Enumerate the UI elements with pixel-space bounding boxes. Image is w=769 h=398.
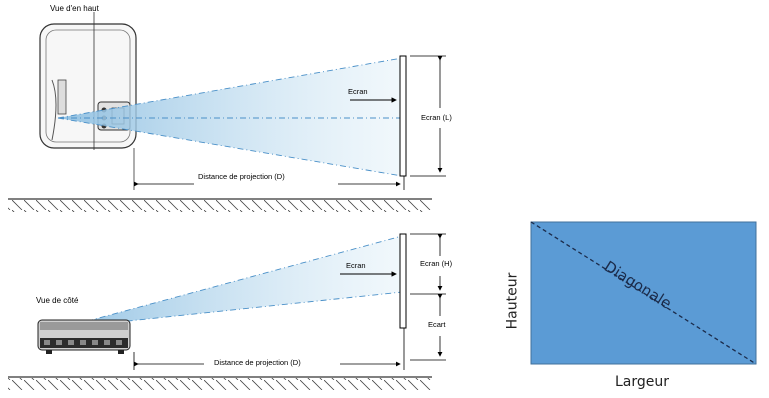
side-screen-height-label: Ecran (H) xyxy=(420,259,453,268)
top-screen-width-label: Ecran (L) xyxy=(421,113,452,122)
top-screen xyxy=(399,55,407,177)
height-label: Hauteur xyxy=(504,272,521,330)
top-screen-arrow-label: Ecran xyxy=(348,87,368,96)
side-projector-illustration xyxy=(37,319,131,354)
screen-ratio-figure xyxy=(530,221,757,365)
side-view xyxy=(8,233,446,390)
side-screen xyxy=(399,233,407,329)
top-projector-illustration xyxy=(39,12,137,190)
top-light-beam xyxy=(58,58,402,176)
side-offset-label: Ecart xyxy=(428,320,446,329)
top-view xyxy=(8,12,446,212)
diagonal-line xyxy=(530,221,757,365)
side-view-title: Vue de côté xyxy=(36,296,79,305)
side-ground-hatch xyxy=(8,378,432,390)
side-screen-arrow-label: Ecran xyxy=(346,261,366,270)
side-distance-label: Distance de projection (D) xyxy=(214,358,301,367)
top-ground-hatch xyxy=(8,200,432,212)
top-distance-label: Distance de projection (D) xyxy=(198,172,285,181)
width-label: Largeur xyxy=(615,374,670,390)
top-view-title: Vue d'en haut xyxy=(50,4,99,13)
